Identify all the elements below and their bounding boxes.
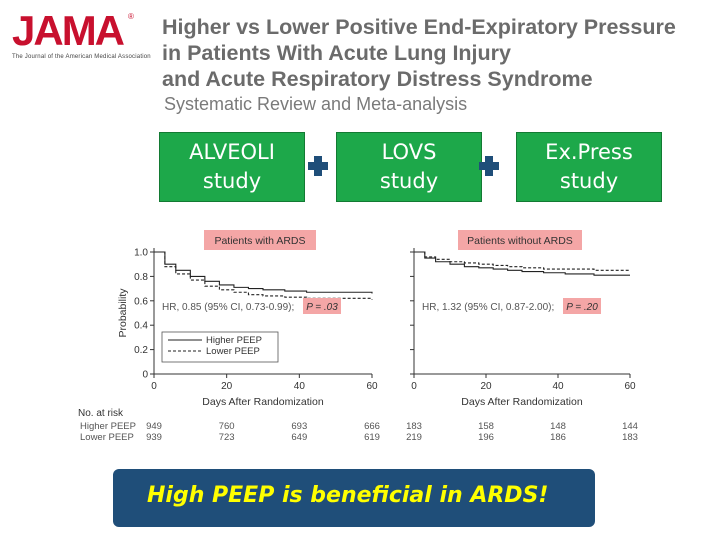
study-name: ALVEOLI — [189, 140, 275, 164]
x-axis-label: Days After Randomization — [202, 396, 324, 408]
title-line: Higher vs Lower Positive End-Expiratory … — [162, 15, 676, 39]
x-axis-label: Days After Randomization — [461, 396, 583, 408]
p-value-box — [563, 298, 601, 314]
study-name: Ex.Press — [545, 140, 633, 164]
panel-label: Patients without ARDS — [467, 235, 573, 247]
x-tick-label: 20 — [221, 381, 233, 392]
title-line: and Acute Respiratory Distress Syndrome — [162, 67, 593, 91]
at-risk-value: 186 — [550, 432, 566, 443]
study-word: study — [379, 169, 439, 193]
at-risk-value: 619 — [364, 432, 380, 443]
km-curve-higher-peep — [414, 251, 630, 276]
x-tick-label: 40 — [552, 381, 564, 392]
logo-registered-mark: ® — [128, 12, 134, 21]
km-curve-lower-peep — [414, 251, 630, 271]
at-risk-value: 649 — [291, 432, 307, 443]
x-tick-label: 0 — [151, 381, 157, 392]
panel-label: Patients with ARDS — [214, 235, 305, 247]
study-box-lovs: LOVS study — [336, 132, 482, 202]
study-box-alveoli: ALVEOLI study — [159, 132, 305, 202]
study-box-express: Ex.Press study — [516, 132, 662, 202]
legend-entry: Higher PEEP — [206, 335, 262, 346]
x-tick-label: 60 — [624, 381, 636, 392]
at-risk-row-label: Lower PEEP — [80, 432, 134, 443]
x-tick-label: 40 — [294, 381, 306, 392]
kaplan-meier-figure: 0 20 40 60 0 0.2 0.4 0.6 0.8 1.0 Days After Random… — [78, 230, 638, 443]
at-risk-value: 158 — [478, 421, 494, 432]
hazard-ratio-text: HR, 0.85 (95% CI, 0.73-0.99); — [162, 302, 294, 313]
at-risk-value: 219 — [406, 432, 422, 443]
title-line: in Patients With Acute Lung Injury — [162, 41, 511, 65]
at-risk-value: 949 — [146, 421, 162, 432]
km-curve-higher-peep — [154, 251, 373, 294]
at-risk-value: 939 — [146, 432, 162, 443]
y-tick-label: 0.6 — [134, 296, 148, 307]
plus-icon — [308, 156, 328, 176]
jama-logo: JAMA The Journal of the American Medical… — [12, 7, 151, 62]
plus-icon — [479, 156, 499, 176]
study-word: study — [559, 169, 619, 193]
at-risk-value: 693 — [291, 421, 307, 432]
panel-label-box — [204, 230, 316, 250]
logo-subtitle: The Journal of the American Medical Asso… — [12, 54, 151, 60]
study-word: study — [202, 169, 262, 193]
article-title: Higher vs Lower Positive End-Expiratory … — [162, 14, 682, 92]
p-value-text: P = .03 — [306, 302, 338, 313]
at-risk-value: 666 — [364, 421, 380, 432]
at-risk-title: No. at risk — [78, 408, 124, 419]
at-risk-value: 148 — [550, 421, 566, 432]
at-risk-value: 183 — [406, 421, 422, 432]
at-risk-value: 196 — [478, 432, 494, 443]
article-subtitle: Systematic Review and Meta-analysis — [164, 94, 468, 114]
y-tick-label: 0.2 — [134, 345, 148, 356]
y-tick-label: 1.0 — [134, 248, 148, 259]
p-value-box — [303, 298, 341, 314]
at-risk-value: 144 — [622, 421, 638, 432]
x-tick-label: 20 — [480, 381, 492, 392]
km-curve-lower-peep — [154, 251, 373, 300]
conclusion-text: High PEEP is beneficial in ARDS! — [147, 483, 549, 508]
at-risk-value: 760 — [219, 421, 235, 432]
at-risk-row-label: Higher PEEP — [80, 421, 136, 432]
legend-entry: Lower PEEP — [206, 346, 260, 357]
y-tick-label: 0.8 — [134, 272, 148, 283]
p-value-text: P = .20 — [566, 302, 598, 313]
y-tick-label: 0 — [142, 370, 148, 381]
hazard-ratio-text: HR, 1.32 (95% CI, 0.87-2.00); — [422, 302, 554, 313]
x-tick-label: 60 — [366, 381, 378, 392]
legend-box — [161, 331, 279, 363]
y-axis-label: Probability — [117, 288, 129, 338]
conclusion-banner: High PEEP is beneficial in ARDS! — [113, 469, 595, 527]
at-risk-value: 183 — [622, 432, 638, 443]
y-tick-label: 0.4 — [134, 321, 148, 332]
panel-label-box — [458, 230, 582, 250]
logo-text: JAMA — [12, 7, 125, 54]
at-risk-value: 723 — [219, 432, 235, 443]
x-tick-label: 0 — [411, 381, 417, 392]
study-name: LOVS — [381, 140, 437, 164]
